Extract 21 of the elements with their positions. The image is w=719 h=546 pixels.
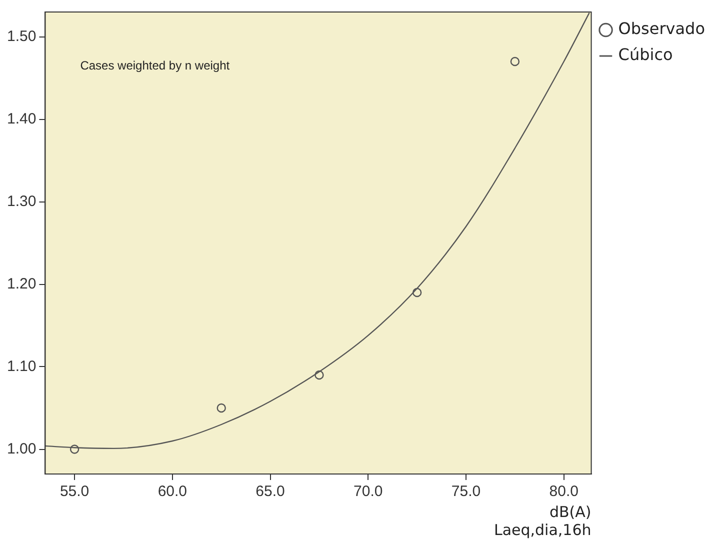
x-tick-label: 70.0 bbox=[354, 483, 383, 500]
x-tick-label: 55.0 bbox=[60, 483, 90, 500]
point bbox=[412, 288, 422, 298]
legend-label: Cúbico bbox=[618, 45, 673, 64]
point bbox=[70, 444, 80, 454]
point bbox=[510, 56, 520, 66]
y-tick-label: 1.20 bbox=[6, 275, 36, 292]
point bbox=[314, 370, 324, 380]
y-tick-label: 1.30 bbox=[6, 192, 36, 210]
legend-label: Observado bbox=[618, 19, 706, 38]
x-tick-label: 65.0 bbox=[256, 483, 285, 500]
x-tick-label: 80.0 bbox=[549, 483, 578, 500]
x-axis-title: dB(A) Laeq,dia,16h bbox=[494, 502, 592, 539]
annotation: Cases weighted by n weight bbox=[80, 58, 230, 72]
y-tick-label: 1.40 bbox=[6, 110, 36, 128]
y-tick-label: 1.10 bbox=[6, 358, 36, 375]
x-tick-label: 75.0 bbox=[451, 483, 481, 500]
y-tick-label: 1.50 bbox=[6, 28, 36, 45]
x-tick-label: 60.0 bbox=[158, 483, 188, 500]
point bbox=[216, 403, 226, 413]
y-tick-label: 1.00 bbox=[6, 440, 36, 458]
